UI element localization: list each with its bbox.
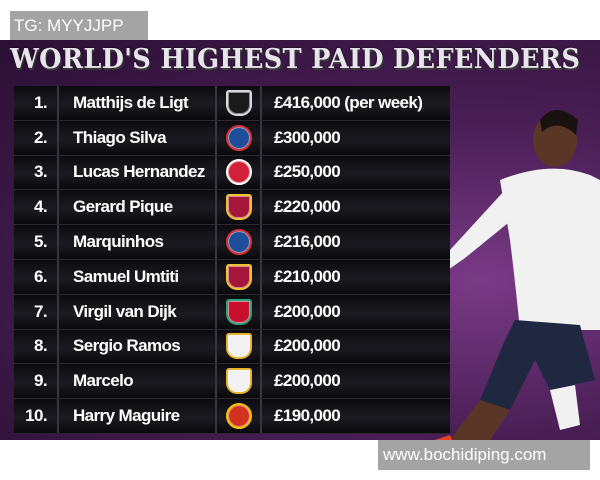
table-row: 10. Harry Maguire £190,000 [14, 399, 450, 434]
club-crest [217, 155, 262, 190]
club-crest [217, 329, 262, 364]
club-crest [217, 120, 262, 155]
player-name: Virgil van Dijk [59, 294, 217, 329]
liverpool-crest-icon [225, 298, 252, 325]
weekly-salary: £300,000 [274, 127, 341, 147]
man-utd-crest-icon [225, 403, 252, 430]
player-name: Thiago Silva [59, 120, 217, 155]
rank: 2. [14, 120, 59, 155]
table-row: 8. Sergio Ramos £200,000 [14, 329, 450, 365]
table-row: 4. Gerard Pique £220,000 [14, 190, 450, 226]
weekly-salary: £210,000 [274, 266, 341, 286]
rank: 9. [14, 364, 59, 399]
table-row: 3. Lucas Hernandez £250,000 [14, 155, 450, 191]
rank: 4. [14, 190, 59, 225]
table-row: 9. Marcelo £200,000 [14, 364, 450, 400]
barcelona-crest-icon [225, 194, 252, 221]
infographic-title: WORLD'S HIGHEST PAID DEFENDERS [10, 44, 581, 75]
real-madrid-crest-icon [225, 368, 252, 395]
real-madrid-crest-icon [225, 333, 252, 360]
table-row: 6. Samuel Umtiti £210,000 [14, 259, 450, 295]
table-row: 1. Matthijs de Ligt £416,000 (per week) [14, 86, 450, 121]
rank: 3. [14, 155, 59, 190]
rank: 1. [14, 86, 59, 120]
barcelona-crest-icon [225, 263, 252, 290]
weekly-salary: £190,000 [274, 406, 341, 426]
weekly-salary: £200,000 [274, 371, 341, 391]
player-name: Lucas Hernandez [59, 155, 217, 190]
player-name: Sergio Ramos [59, 329, 217, 364]
weekly-salary: £200,000 [274, 336, 341, 356]
club-crest [217, 86, 262, 120]
rank: 5. [14, 225, 59, 259]
player-name: Marquinhos [59, 225, 217, 259]
player-name: Marcelo [59, 364, 217, 399]
juventus-crest-icon [225, 89, 252, 116]
rank: 6. [14, 259, 59, 294]
psg-crest-icon [225, 229, 252, 256]
club-crest [217, 259, 262, 294]
psg-crest-icon [225, 124, 252, 151]
bayern-crest-icon [225, 159, 252, 186]
table-row: 2. Thiago Silva £300,000 [14, 120, 450, 156]
rank: 7. [14, 294, 59, 329]
club-crest [217, 364, 262, 399]
player-name: Harry Maguire [59, 399, 217, 433]
infographic: WORLD'S HIGHEST PAID DEFENDERS 1. Matthij… [0, 40, 600, 440]
club-crest [217, 294, 262, 329]
player-name: Matthijs de Ligt [59, 86, 217, 120]
rank: 10. [14, 399, 59, 433]
player-name: Samuel Umtiti [59, 259, 217, 294]
club-crest [217, 190, 262, 225]
weekly-salary: £200,000 [274, 301, 341, 321]
weekly-salary: £220,000 [274, 197, 341, 217]
player-photo [432, 110, 600, 440]
rank: 8. [14, 329, 59, 364]
watermark-bottom: www.bochidiping.com [378, 440, 590, 470]
watermark-top: TG: MYYJJPP [10, 11, 148, 40]
weekly-salary: £216,000 [274, 232, 341, 252]
weekly-salary: £416,000 (per week) [274, 92, 423, 112]
weekly-salary: £250,000 [274, 162, 341, 182]
club-crest [217, 399, 262, 433]
table-row: 5. Marquinhos £216,000 [14, 225, 450, 260]
table-row: 7. Virgil van Dijk £200,000 [14, 294, 450, 330]
ranking-table: 1. Matthijs de Ligt £416,000 (per week) 2. T… [14, 86, 450, 434]
player-name: Gerard Pique [59, 190, 217, 225]
club-crest [217, 225, 262, 259]
